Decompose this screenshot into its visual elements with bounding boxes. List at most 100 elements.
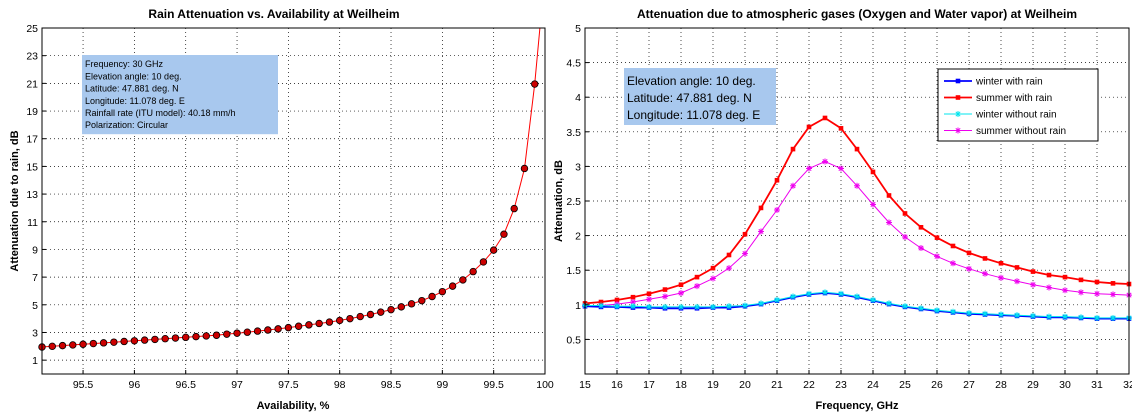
chart2-data-point [710,265,716,271]
asterisk-stroke [870,297,876,303]
chart2-data-point [982,310,988,317]
chart2-data-point [1062,313,1068,320]
chart1-0-ytick-label: 19 [26,106,38,118]
chart2-data-point [694,274,700,280]
chart2-1-xtick-label: 16 [611,379,623,391]
asterisk-stroke [1110,291,1116,297]
asterisk-stroke [1014,312,1020,318]
chart2-data-point [758,300,764,307]
asterisk-stroke [966,310,972,316]
asterisk-stroke [774,297,780,303]
chart1-0-xtick-label: 99.5 [483,379,504,391]
chart2-data-point [598,302,604,309]
chart2-1-ytick-label: 4 [575,92,581,104]
chart2-data-point [774,177,780,183]
chart2-1-ytick-label: 0.5 [566,334,581,346]
asterisk-stroke [694,304,700,310]
chart2-legend-label: winter with rain [975,77,1043,88]
asterisk-stroke [662,293,668,300]
chart2-data-point [934,307,940,314]
asterisk-stroke [710,304,716,310]
chart2-data-point [806,165,812,172]
chart1-0-ytick-label: 13 [26,189,38,201]
chart2-data-point [902,303,908,310]
chart1-data-point [202,332,210,340]
chart2-data-point [790,146,796,152]
chart2-data-point [614,303,620,310]
chart2-legend-label: winter without rain [975,110,1057,121]
chart2-y-ticks: 0.5 1 1.5 2 2.5 3 3.5 4 4.5 5 [566,23,589,346]
chart2-data-point [1030,269,1036,274]
chart2-data-point [822,158,828,165]
chart2-annotation-box: Elevation angle: 10 deg. Latitude: 47.881… [624,68,776,125]
chart1-data-point [192,332,200,341]
chart2-data-point [854,182,860,189]
asterisk-stroke [886,300,892,306]
chart1-annotation-line: Longitude: 11.078 deg. E [85,96,185,106]
chart2-data-point [646,291,652,297]
chart2-data-point [774,206,780,213]
chart1-data-point [48,342,56,351]
chart1-0-ytick-label: 23 [26,51,38,63]
chart2-data-point [886,193,892,198]
chart1-data-point [120,337,128,346]
chart2-data-point [918,305,924,312]
asterisk-stroke [918,245,924,251]
chart2-data-point [598,299,604,305]
chart1-data-point [79,340,87,348]
chart1-data-point [315,319,323,328]
chart2-1-xtick-label: 28 [995,379,1007,391]
chart2-data-point [790,182,796,189]
chart2-data-point [982,256,988,261]
chart1-data-point [182,333,190,342]
asterisk-stroke [854,183,860,189]
chart2-data-point [678,303,684,310]
chart1-data-point [161,335,169,343]
asterisk-stroke [790,183,796,189]
chart2-data-point [1046,284,1052,291]
chart1-0-ytick-label: 5 [32,300,38,312]
asterisk-stroke [822,289,828,295]
chart1-data-point [479,258,488,266]
asterisk-stroke [902,303,908,309]
chart1-data-point [366,310,375,319]
chart1-data-point [99,339,108,347]
asterisk-stroke [678,290,684,296]
chart1-0-ytick-label: 11 [27,217,38,229]
chart1-data-point [151,335,159,344]
chart1-annotation-line: Rainfall rate (ITU model): 40.18 mm/h [85,108,236,118]
chart2-data-point [934,253,940,260]
chart2-data-point [774,296,780,303]
chart2-data-point [678,290,684,297]
chart2-data-point [870,296,876,303]
asterisk-stroke [726,303,732,309]
chart2-data-point [870,201,876,208]
asterisk-stroke [630,303,636,309]
chart2-data-point [838,126,844,131]
chart2-annotation-line: Longitude: 11.078 deg. E [627,108,760,122]
chart1-0-xtick-label: 98 [334,379,346,391]
asterisk-stroke [1094,291,1100,297]
chart1-0-xtick-label: 95.5 [73,379,94,391]
chart2-data-point [966,265,972,272]
chart1-data-point [356,312,364,321]
asterisk-stroke [950,260,956,266]
chart2-data-point [1078,277,1084,283]
chart2-1-ytick-label: 3 [575,161,581,173]
chart2-data-point [726,265,732,272]
chart2-data-point [726,252,732,258]
asterisk-stroke [982,271,988,277]
chart1-data-point [531,80,539,88]
chart1-data-point [140,336,149,344]
chart2-1-xtick-label: 20 [739,379,751,391]
chart1-grid [42,28,545,374]
chart2-1-xtick-label: 17 [643,379,655,391]
chart2-data-point [758,205,764,211]
chart2-data-point [918,245,924,252]
chart2-data-point [1094,314,1100,321]
chart2-data-point [950,243,956,249]
chart2-data-point [870,169,876,175]
asterisk-stroke [1094,315,1100,321]
chart2-data-point [630,294,636,300]
asterisk-stroke [1078,289,1084,295]
